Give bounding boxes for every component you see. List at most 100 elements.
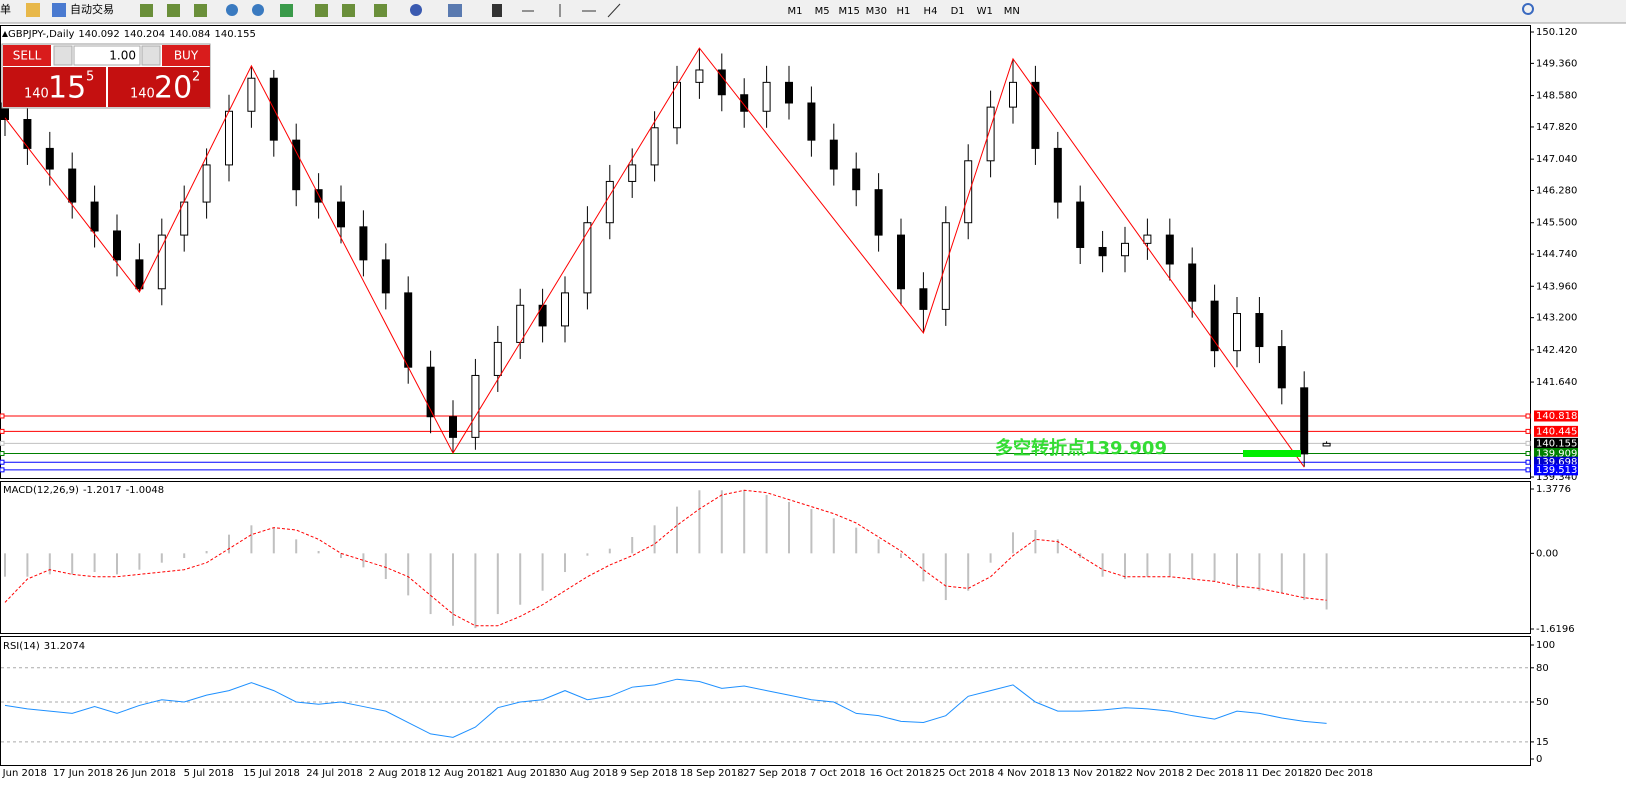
icon[interactable]: [607, 3, 621, 18]
date-label: 2 Aug 2018: [369, 768, 427, 779]
candle-body: [68, 168, 77, 203]
toolbar-icons: [140, 4, 502, 17]
icon[interactable]: [52, 3, 66, 17]
icon[interactable]: [140, 4, 153, 17]
icon[interactable]: [492, 4, 502, 17]
date-label: 7 Oct 2018: [810, 768, 865, 779]
y-tick-label: 0.00: [1536, 548, 1558, 559]
level-label: 140.818: [1536, 411, 1577, 422]
icon[interactable]: [26, 3, 40, 17]
candle-body: [247, 77, 256, 112]
candle-body: [45, 147, 54, 170]
candle-body: [1009, 81, 1017, 108]
candle-body: [807, 102, 816, 141]
sell-price-box[interactable]: [3, 67, 106, 107]
lot-input[interactable]: [73, 45, 141, 66]
level-label-bg: [1534, 448, 1578, 460]
candle-body: [650, 127, 659, 166]
lot-down[interactable]: [53, 45, 73, 66]
chart-header: GBPJPY-,Daily 140.092 140.204 140.084 140.15…: [8, 29, 256, 40]
timeframe-button[interactable]: M30: [866, 6, 887, 17]
rsi-line: [4, 678, 1327, 738]
sell-price-prefix: 140: [24, 87, 49, 102]
candle-body: [1277, 346, 1286, 389]
candle-body: [135, 259, 144, 290]
icon[interactable]: [374, 4, 387, 17]
buy-price-box[interactable]: [108, 67, 210, 107]
timeframe-button[interactable]: H1: [896, 6, 910, 17]
buy-label[interactable]: BUY: [174, 49, 199, 63]
timeframes: M1 M5 M15 M30 H1 H4 D1 W1 MN: [788, 6, 1020, 17]
ohlc-value: 140.155: [215, 29, 256, 40]
buy-price-big: 20: [154, 71, 192, 106]
candle-body: [1188, 263, 1197, 302]
rsi-value: 31.2074: [44, 641, 85, 652]
buy-price-sup: 2: [192, 70, 200, 85]
icon[interactable]: [315, 4, 328, 17]
y-tick-label: 50: [1536, 697, 1549, 708]
candle-body: [1210, 300, 1219, 352]
level-label-bg: [1534, 464, 1578, 476]
sell-button[interactable]: [3, 45, 51, 66]
date-label: 12 Aug 2018: [428, 768, 492, 779]
icon[interactable]: [167, 4, 180, 17]
timeframe-button[interactable]: W1: [977, 6, 993, 17]
date-label: 5 Jul 2018: [184, 768, 234, 779]
level-handle: [1525, 459, 1531, 465]
lot-value[interactable]: 1.00: [109, 49, 136, 63]
y-tick-label: 150.120: [1536, 27, 1577, 38]
indicator-name: RSI(14): [3, 641, 40, 652]
candle-body: [292, 139, 301, 191]
menu-label[interactable]: 单: [0, 3, 11, 16]
y-tick-label: 0: [1536, 754, 1542, 765]
indicator-header: MACD(12,26,9) -1.2017 -1.0048: [3, 485, 164, 496]
buy-button[interactable]: [162, 45, 210, 66]
candle-body: [673, 81, 681, 129]
y-tick-label: -1.6196: [1536, 624, 1575, 635]
timeframe-button[interactable]: MN: [1004, 6, 1020, 17]
rsi-panel: [0, 636, 1531, 766]
level-handle: [0, 451, 5, 457]
icon[interactable]: [448, 4, 462, 17]
timeframe-button[interactable]: M5: [815, 6, 830, 17]
candle-body: [1121, 242, 1129, 257]
icon[interactable]: [226, 4, 238, 16]
y-tick-label: 143.200: [1536, 313, 1577, 324]
candle-body: [1076, 201, 1085, 248]
timeframe-button[interactable]: M1: [788, 6, 803, 17]
timeframe-button[interactable]: H4: [924, 6, 938, 17]
auto-trade-button[interactable]: 自动交易: [70, 2, 114, 16]
sell-label[interactable]: SELL: [13, 49, 42, 63]
candle-body: [202, 164, 211, 203]
level-handle: [1525, 440, 1531, 446]
ohlc-value: 140.204: [124, 29, 165, 40]
level-handle: [1525, 428, 1531, 434]
search-icon[interactable]: [1522, 3, 1534, 15]
level-handle: [0, 459, 5, 465]
candle-body: [538, 304, 547, 327]
zigzag: [4, 47, 1305, 468]
candle-body: [740, 94, 749, 112]
icon[interactable]: [280, 4, 293, 17]
timeframe-button[interactable]: D1: [951, 6, 965, 17]
trade-panel: SELL 1.00 BUY 140 15 5 140 20 2: [1, 43, 211, 109]
icon[interactable]: [410, 4, 422, 16]
candle-body: [829, 139, 838, 170]
candle-body: [986, 106, 995, 162]
level-label-bg: [1534, 437, 1578, 449]
level-handle: [0, 428, 5, 434]
date-label: 24 Jul 2018: [306, 768, 363, 779]
icon[interactable]: [194, 4, 207, 17]
icon[interactable]: [252, 4, 264, 16]
y-tick-label: 100: [1536, 640, 1555, 651]
lot-up[interactable]: [141, 45, 161, 66]
candle-body: [516, 304, 525, 343]
icon[interactable]: [342, 4, 355, 17]
candle-body: [90, 201, 99, 232]
indicator-header: RSI(14) 31.2074: [3, 641, 85, 652]
y-tick-label: 147.040: [1536, 154, 1577, 165]
candle-body: [852, 168, 861, 191]
timeframe-button[interactable]: M15: [839, 6, 860, 17]
